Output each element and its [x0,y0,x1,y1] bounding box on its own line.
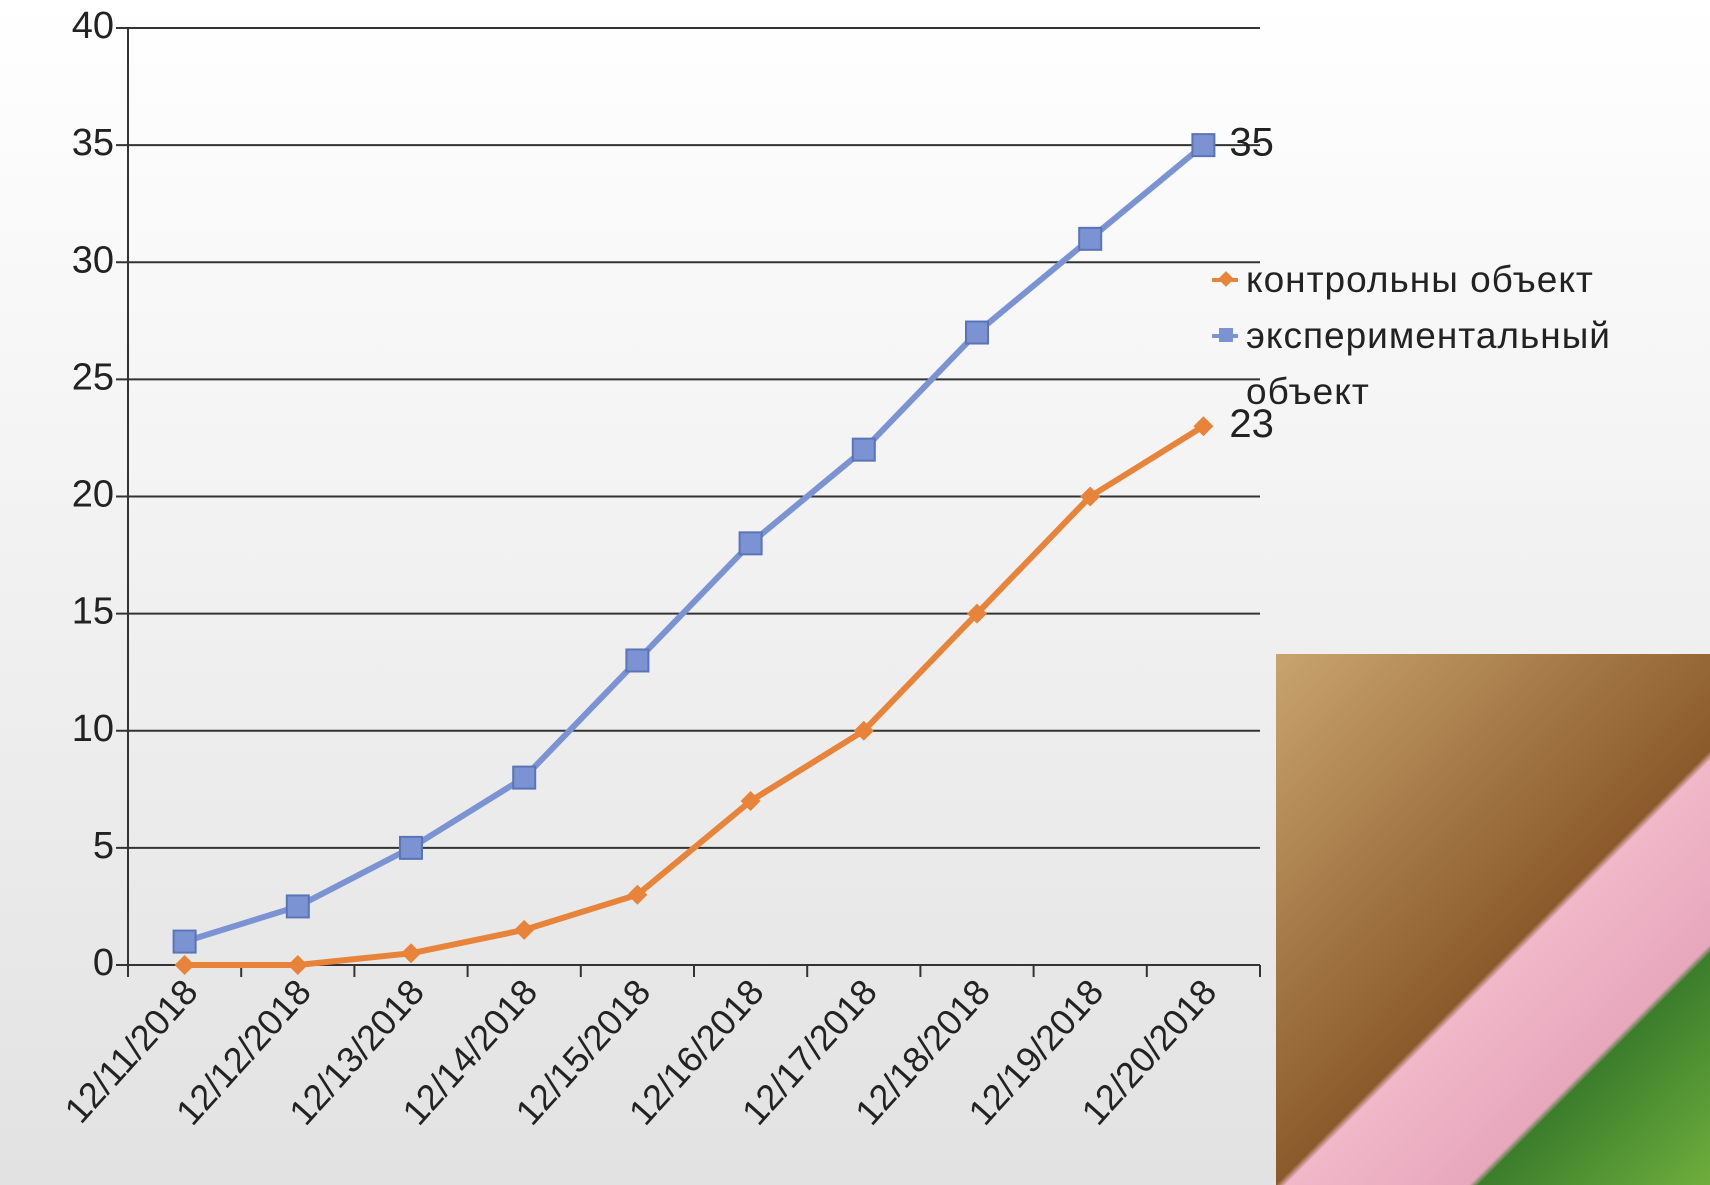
y-tick-label: 5 [93,825,114,867]
legend-label: контрольны объект [1246,259,1594,300]
legend-item: контрольны объект [1212,252,1710,308]
marker [967,603,987,624]
legend-swatch [1212,328,1238,342]
marker [965,320,989,345]
legend-marker [1219,328,1233,342]
series-line [184,423,1205,968]
y-tick-label: 10 [72,708,114,750]
y-tick-label: 30 [72,239,114,281]
y-tick-label: 25 [72,356,114,398]
y-tick-label: 0 [93,942,114,984]
marker [174,955,195,975]
marker [399,835,423,860]
photo [1276,654,1710,1185]
marker [1078,226,1103,251]
legend-marker [1218,271,1234,287]
legend: контрольны объект экспериментальный объек… [1212,252,1710,420]
marker [853,720,874,741]
marker [285,894,310,919]
marker [401,943,421,964]
y-tick-label: 40 [72,5,114,47]
series-line [183,142,1206,945]
legend-label: экспериментальный объект [1246,315,1611,412]
marker [514,919,535,940]
marker [1193,416,1214,437]
marker [627,884,648,905]
marker [740,791,761,812]
marker [738,531,763,556]
marker [1080,486,1101,507]
marker [172,929,197,954]
y-tick-label: 20 [72,474,114,516]
data-label: 23 [1229,402,1274,446]
y-tick-label: 15 [72,591,114,633]
marker [1191,133,1216,158]
y-tick-label: 35 [72,122,114,164]
legend-item: экспериментальный объект [1212,308,1710,420]
data-label: 35 [1229,121,1274,165]
marker [287,955,308,975]
marker [625,648,650,673]
legend-swatch [1212,271,1238,287]
marker [851,437,876,462]
marker [512,765,537,790]
